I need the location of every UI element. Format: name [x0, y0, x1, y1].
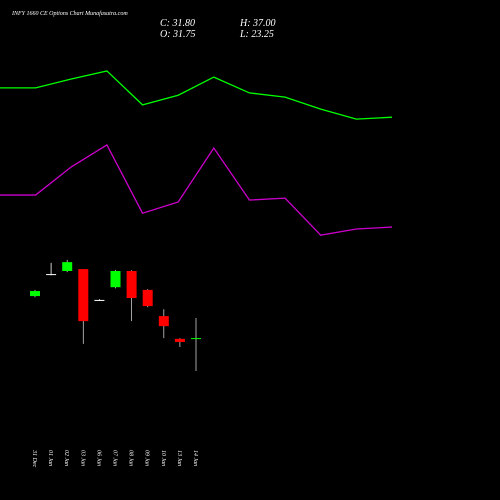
close-label: C: 31.80 [160, 18, 195, 29]
open-label: O: 31.75 [160, 29, 196, 40]
x-tick-label: 02 Jan [63, 450, 69, 466]
ma-line [0, 70, 393, 120]
x-tick-label: 03 Jan [79, 450, 85, 466]
x-tick-label: 13 Jan [176, 450, 182, 466]
x-tick-label: 09 Jan [144, 450, 150, 466]
candle-body [46, 274, 57, 276]
candle-body [126, 271, 137, 298]
candle-body [62, 262, 73, 272]
candle-body [94, 299, 105, 301]
candle-body [158, 316, 169, 327]
chart-title: INFY 1660 CE Options Chart Munafasutra.c… [11, 10, 128, 17]
candle-body [142, 289, 153, 307]
x-tick-label: 06 Jan [95, 450, 101, 466]
candle-body [110, 271, 121, 288]
candle-body [191, 338, 201, 340]
x-tick-label: 14 Jan [192, 450, 199, 466]
x-tick-label: 31 Dec [31, 449, 37, 467]
high-label: H: 37.00 [239, 18, 276, 29]
ma-line [0, 144, 393, 236]
low-label: L: 23.25 [239, 29, 274, 40]
x-tick-label: 07 Jan [112, 450, 118, 466]
x-tick-label: 10 Jan [160, 450, 166, 466]
candle-body [78, 269, 89, 322]
x-tick-label: 08 Jan [128, 450, 134, 466]
candle-body [30, 291, 40, 297]
x-tick-label: 01 Jan [47, 450, 53, 466]
candle-body [174, 338, 185, 342]
